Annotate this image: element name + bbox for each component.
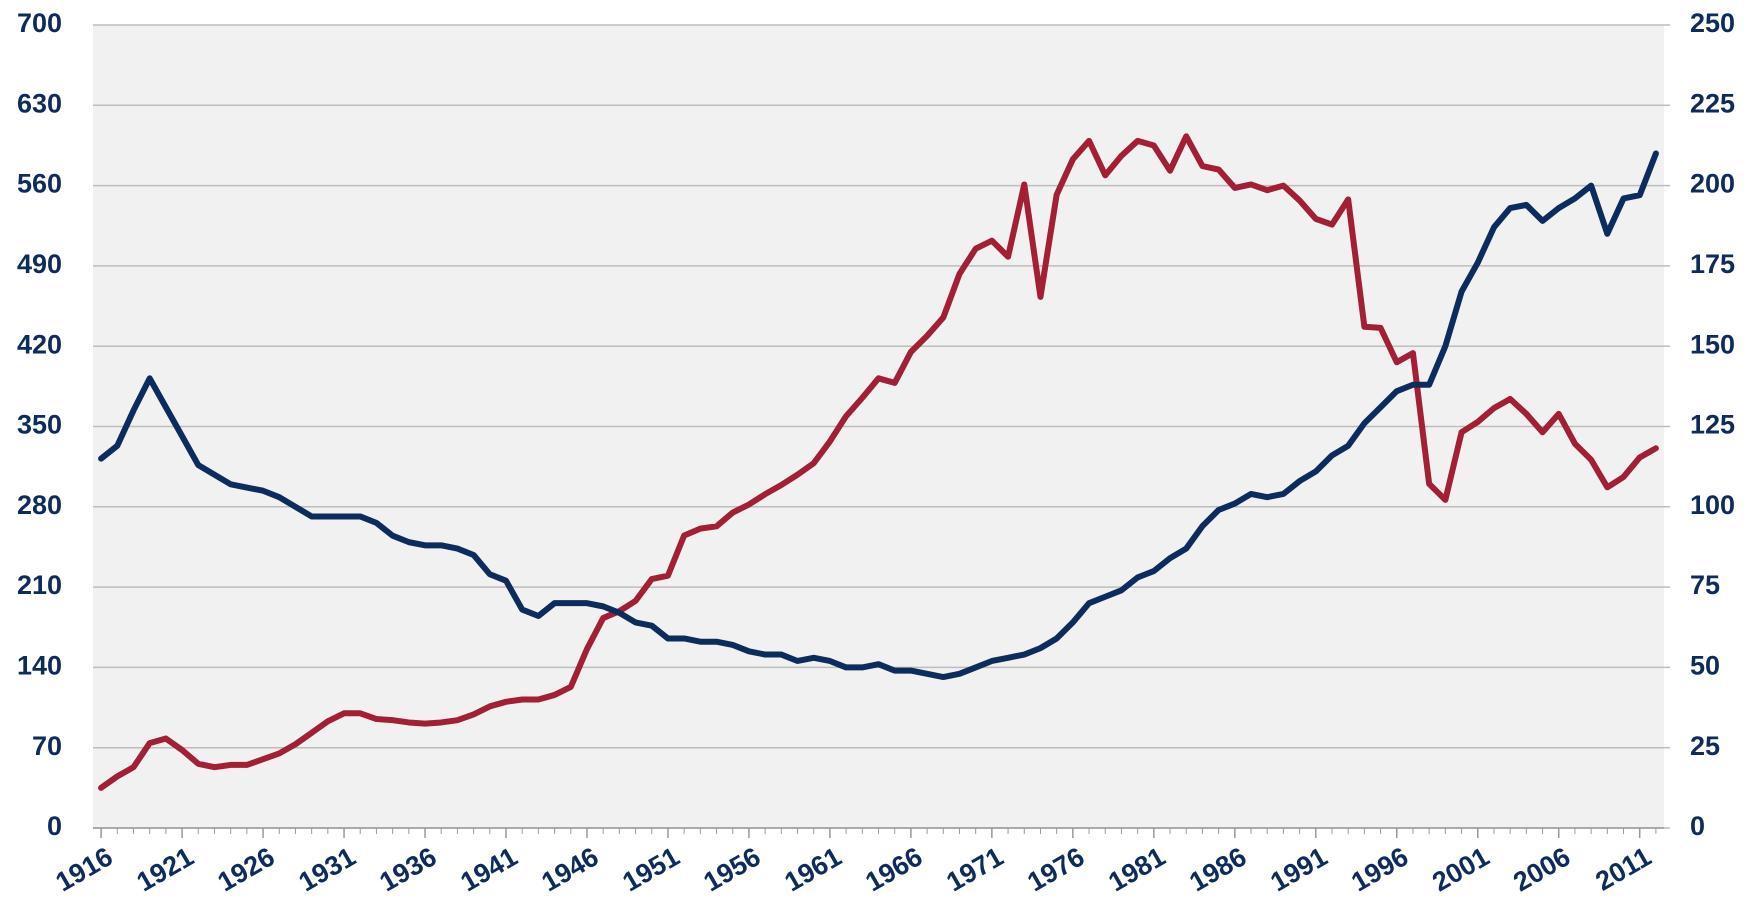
x-tick-label: 2006 — [1508, 841, 1575, 897]
y-tick-label: 630 — [17, 88, 62, 118]
y2-tick-label: 50 — [1690, 651, 1720, 681]
y2-tick-label: 225 — [1690, 88, 1735, 118]
y2-tick-label: 200 — [1690, 169, 1735, 199]
series-line — [98, 150, 1659, 681]
x-tick-label: 1961 — [779, 841, 846, 897]
y2-tick-label: 125 — [1690, 410, 1735, 440]
y2-tick-label: 150 — [1690, 329, 1735, 359]
x-tick-label: 1976 — [1022, 841, 1089, 897]
y2-tick-label: 175 — [1690, 249, 1735, 279]
x-tick-label: 1916 — [51, 841, 118, 897]
y2-tick-label: 100 — [1690, 490, 1735, 520]
x-tick-label: 1996 — [1346, 841, 1413, 897]
x-tick-label: 1931 — [294, 841, 361, 897]
series-line — [98, 133, 1659, 791]
x-tick-label: 1991 — [1265, 841, 1332, 897]
y-tick-label: 490 — [17, 249, 62, 279]
x-tick-label: 1966 — [860, 841, 927, 897]
y-tick-label: 700 — [17, 8, 62, 38]
y2-tick-label: 25 — [1690, 731, 1720, 761]
x-tick-label: 1936 — [375, 841, 442, 897]
y-tick-label: 560 — [17, 169, 62, 199]
y-tick-label: 0 — [47, 811, 62, 841]
x-tick-label: 1951 — [617, 841, 684, 897]
y-tick-label: 420 — [17, 329, 62, 359]
x-tick-label: 2001 — [1427, 841, 1494, 897]
x-tick-label: 1971 — [941, 841, 1008, 897]
x-tick-label: 1926 — [213, 841, 280, 897]
y2-tick-label: 0 — [1690, 811, 1705, 841]
y2-tick-label: 250 — [1690, 8, 1735, 38]
y2-tick-label: 75 — [1690, 570, 1720, 600]
x-tick-label: 1956 — [698, 841, 765, 897]
y-tick-label: 210 — [17, 570, 62, 600]
y-tick-label: 280 — [17, 490, 62, 520]
x-tick-label: 1986 — [1184, 841, 1251, 897]
x-tick-label: 1921 — [132, 841, 199, 897]
x-tick-label: 1981 — [1103, 841, 1170, 897]
y-tick-label: 350 — [17, 410, 62, 440]
y-tick-label: 70 — [32, 731, 62, 761]
x-tick-label: 1941 — [456, 841, 523, 897]
x-tick-label: 1946 — [537, 841, 604, 897]
y-tick-label: 140 — [17, 651, 62, 681]
x-tick-label: 2011 — [1591, 841, 1657, 896]
